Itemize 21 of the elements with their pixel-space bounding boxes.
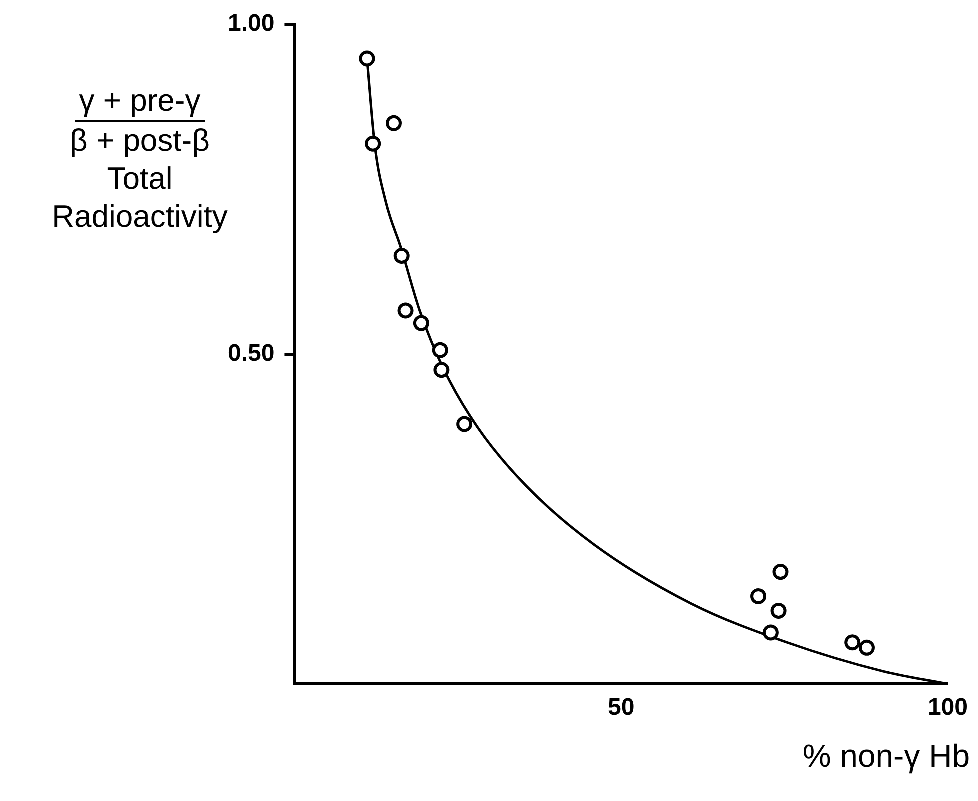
point — [858, 640, 875, 656]
y-tick-label: 0.50 — [228, 340, 275, 367]
point — [432, 342, 448, 358]
point — [750, 588, 767, 604]
point — [456, 416, 473, 432]
point — [394, 248, 410, 264]
y-axis-title: γ + pre-γ β + post-β Total Radioactivity — [51, 82, 229, 236]
point — [772, 564, 789, 580]
point — [365, 136, 382, 152]
point — [762, 624, 779, 641]
x-tick-label: 50 — [608, 694, 635, 722]
point — [386, 115, 402, 132]
point — [359, 50, 376, 67]
x-axis-title: % non-γ Hb — [802, 738, 970, 775]
point — [398, 302, 414, 319]
y-tick-label: 1.00 — [228, 10, 275, 38]
x-tick-label: 100 — [928, 694, 968, 722]
point — [413, 315, 430, 332]
point — [434, 362, 450, 378]
point — [844, 634, 861, 651]
point — [770, 602, 787, 619]
